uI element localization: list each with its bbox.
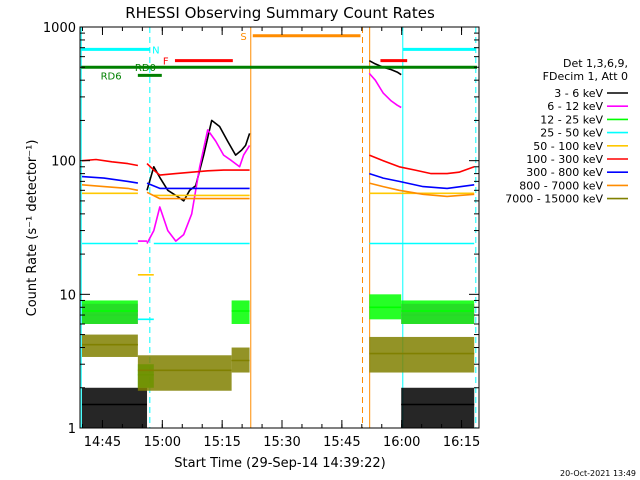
legend-label-3-6-kev: 3 - 6 keV <box>554 87 603 100</box>
series-7000-15000-kev-band-4 <box>369 336 475 373</box>
legend-header-1: Det 1,3,6,9, <box>563 57 628 70</box>
series-12-25-kev-band-1 <box>81 300 138 324</box>
series-7000-15000-kev-band-2 <box>137 355 232 391</box>
legend-label-7000-15000-kev: 7000 - 15000 keV <box>505 193 603 206</box>
legend-label-300-800-kev: 300 - 800 keV <box>526 166 603 179</box>
series-6-12-kev <box>81 72 475 324</box>
legend-label-12-25-kev: 12 - 25 keV <box>540 113 603 126</box>
data-layer <box>80 27 478 428</box>
y-tick-label: 1000 <box>43 21 76 36</box>
x-tick-label: 15:45 <box>323 435 360 450</box>
series-6-12-kev-segment-4 <box>368 72 402 109</box>
plot-area: N S F RD0 RD6 14:45 15:00 15:15 15:30 15:45 16:00 1… <box>43 21 628 450</box>
x-tick-label: 15:15 <box>203 435 240 450</box>
series-100-300-kev-segment-1 <box>81 158 139 167</box>
y-axis-label: Count Rate (s⁻¹ detector⁻¹) <box>25 140 40 317</box>
series-100-300-kev-segment-2 <box>146 163 250 176</box>
series-800-7000-kev <box>81 182 475 200</box>
chart-title: RHESSI Observing Summary Count Rates <box>125 4 435 22</box>
legend-header-2: FDecim 1, Att 0 <box>543 70 628 83</box>
state-label-f: F <box>163 57 169 68</box>
x-tick-label: 14:45 <box>84 435 121 450</box>
series-800-7000-kev-segment-3 <box>369 182 475 198</box>
x-tick-label: 16:15 <box>443 435 480 450</box>
y-tick-label: 10 <box>59 288 76 303</box>
series-7000-15000-kev-band-1 <box>81 334 138 357</box>
series-100-300-kev <box>81 154 475 176</box>
plot-frame <box>79 26 480 429</box>
series-7000-15000-kev <box>81 334 475 391</box>
series-100-300-kev-segment-3 <box>369 154 475 175</box>
state-label-s: S <box>240 32 246 43</box>
state-label-n: N <box>152 45 159 56</box>
state-label-rd0: RD0 <box>135 63 156 74</box>
series-3-6-kev-band-1 <box>81 387 148 428</box>
series-300-800-kev-segment-1 <box>81 175 139 184</box>
x-axis-label: Start Time (29-Sep-14 14:39:22) <box>174 456 385 471</box>
series-300-800-kev-segment-2 <box>146 182 250 190</box>
y-tick-label: 100 <box>51 155 76 170</box>
x-tick-label: 15:00 <box>144 435 181 450</box>
series-3-6-kev-band-4 <box>401 387 475 428</box>
state-label-rd6: RD6 <box>101 71 122 82</box>
x-tick-label: 16:00 <box>383 435 420 450</box>
series-800-7000-kev-segment-2 <box>146 191 250 200</box>
legend-label-6-12-kev: 6 - 12 keV <box>547 100 603 113</box>
footer-timestamp: 20-Oct-2021 13:49 <box>560 469 636 478</box>
series-300-800-kev-segment-3 <box>369 172 475 190</box>
series-25-50-kev <box>82 242 475 321</box>
legend-label-800-7000-kev: 800 - 7000 keV <box>519 179 603 192</box>
series-12-25-kev-band-3 <box>231 300 250 324</box>
legend-label-100-300-kev: 100 - 300 keV <box>526 153 603 166</box>
legend-label-25-50-kev: 25 - 50 keV <box>540 127 603 140</box>
series-50-100-kev <box>82 192 475 276</box>
series-12-25-kev-band-5 <box>401 300 475 324</box>
series-6-12-kev-segment-3 <box>146 129 251 244</box>
y-tick-label: 1 <box>68 422 76 437</box>
series-300-800-kev <box>81 172 475 190</box>
legend-label-50-100-kev: 50 - 100 keV <box>533 140 603 153</box>
x-tick-label: 15:30 <box>263 435 300 450</box>
series-800-7000-kev-segment-1 <box>81 184 139 192</box>
